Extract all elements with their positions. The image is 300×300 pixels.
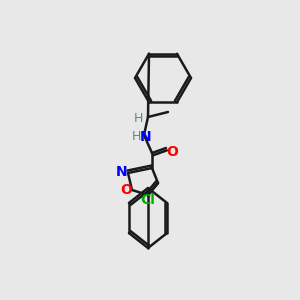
Text: H: H	[131, 130, 141, 143]
Text: Cl: Cl	[141, 193, 155, 207]
Text: H: H	[133, 112, 143, 124]
Text: N: N	[116, 165, 128, 179]
Text: O: O	[166, 145, 178, 159]
Text: O: O	[120, 183, 132, 197]
Text: N: N	[140, 130, 152, 144]
